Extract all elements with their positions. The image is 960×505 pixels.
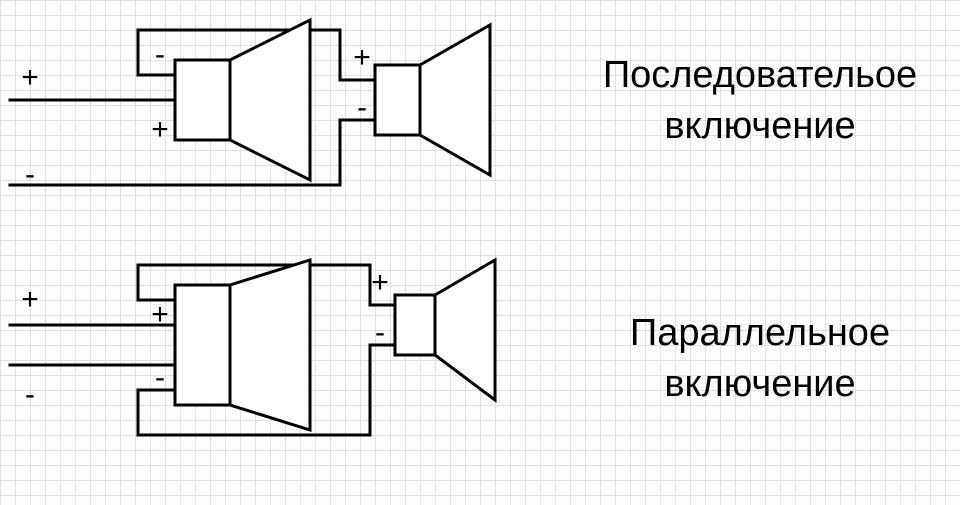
minus-symbol: -: [25, 158, 35, 192]
minus-symbol: -: [155, 38, 165, 72]
plus-symbol: +: [371, 266, 389, 300]
speaker-horn: [230, 20, 310, 180]
minus-symbol: -: [25, 378, 35, 412]
speaker-body: [175, 285, 230, 405]
speaker-body: [375, 65, 420, 135]
plus-symbol: +: [151, 113, 169, 147]
speaker-body: [175, 60, 230, 140]
speaker-horn: [435, 260, 495, 400]
label-series-line2: включение: [560, 101, 960, 152]
label-parallel: Параллельное включение: [560, 308, 960, 411]
minus-symbol: -: [375, 316, 385, 350]
speaker-horn: [230, 260, 310, 430]
plus-symbol: +: [353, 41, 371, 75]
minus-symbol: -: [357, 91, 367, 125]
speaker-horn: [420, 25, 490, 175]
plus-symbol: +: [21, 283, 39, 317]
minus-symbol: -: [155, 361, 165, 395]
label-series-line1: Последовательое: [560, 50, 960, 101]
plus-symbol: +: [151, 298, 169, 332]
label-parallel-line1: Параллельное: [560, 308, 960, 359]
speaker-body: [395, 295, 435, 355]
label-parallel-line2: включение: [560, 359, 960, 410]
plus-symbol: +: [21, 61, 39, 95]
label-series: Последовательое включение: [560, 50, 960, 153]
